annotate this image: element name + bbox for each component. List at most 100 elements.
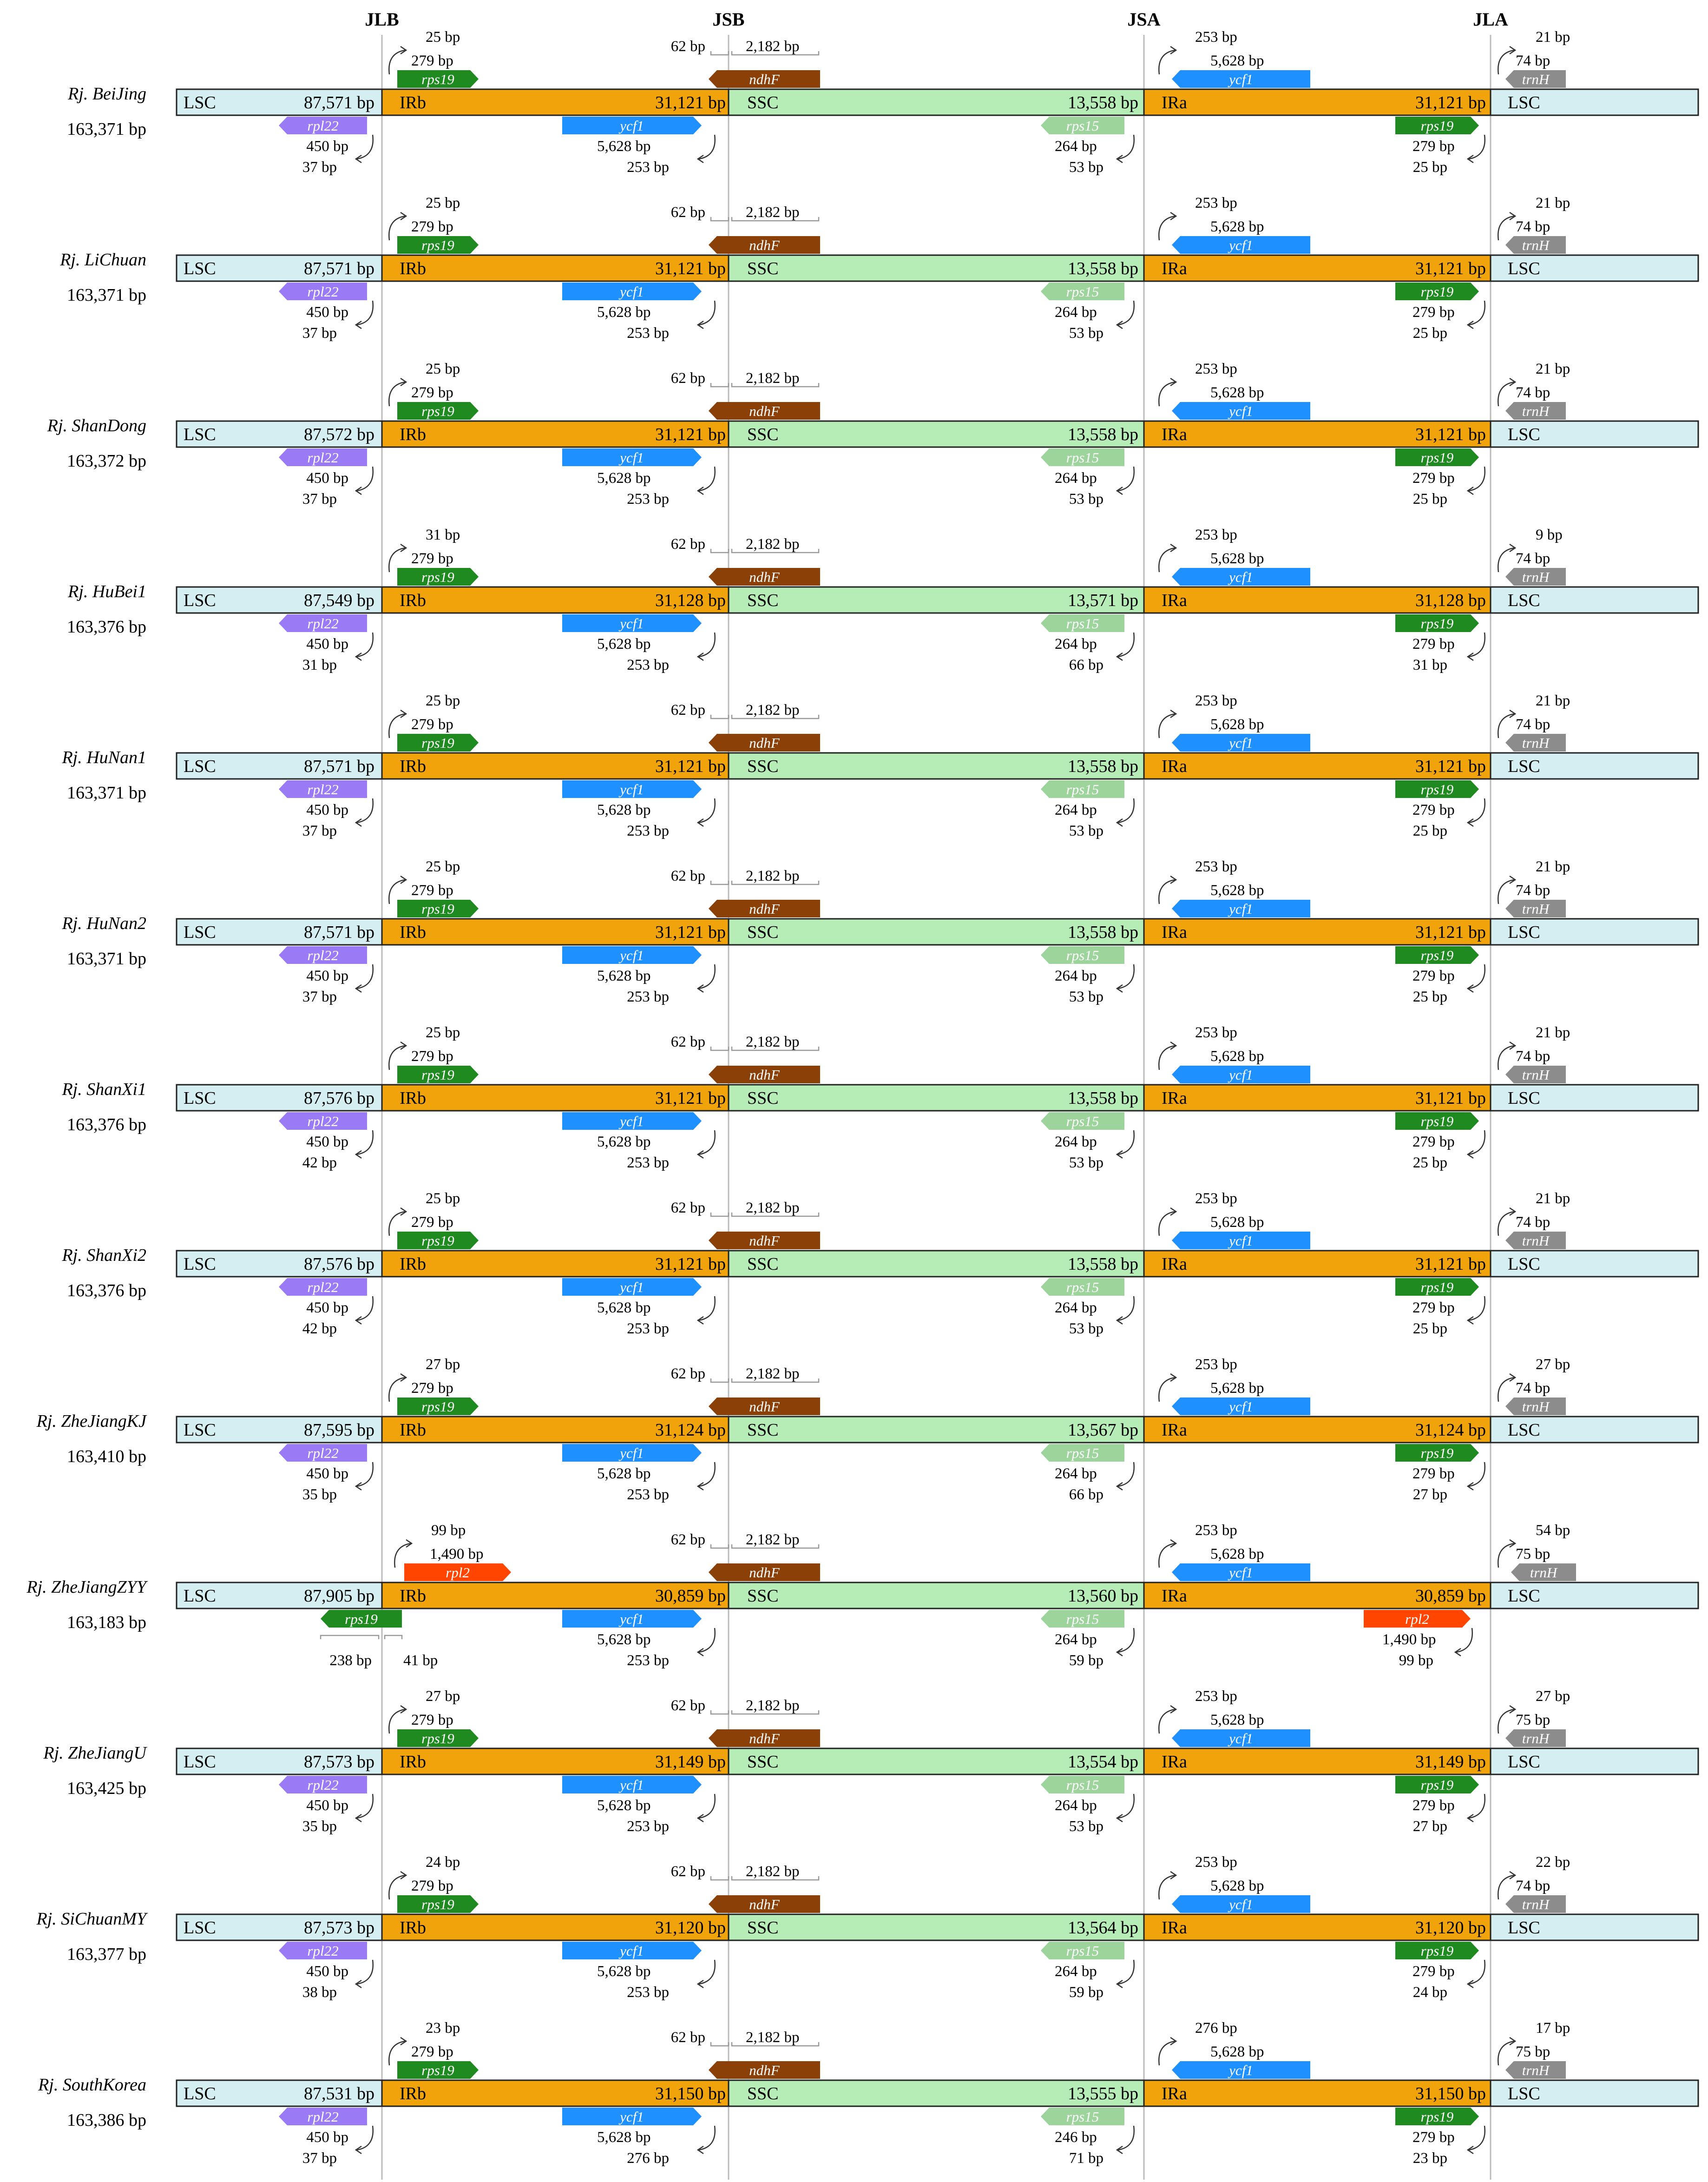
species-name: Rj. ShanXi2: [61, 1246, 146, 1265]
lsc-length: 87,571 bp: [304, 923, 374, 942]
lsc-region: [176, 1913, 383, 1941]
jla-bottom-distance: 25 bp: [1413, 1154, 1447, 1171]
ycf1-bottom-length: 5,628 bp: [597, 1631, 651, 1648]
lsc-region: [176, 88, 383, 116]
distance-arrow: [1468, 964, 1485, 989]
lsc-length: 87,549 bp: [304, 591, 374, 610]
distance-arrow: [698, 1130, 716, 1155]
ycf1-bottom-gene-arrow: [562, 117, 702, 134]
distance-arrow: [698, 466, 716, 492]
species-name: Rj. LiChuan: [59, 250, 146, 270]
ira-length: 31,149 bp: [1415, 1752, 1486, 1772]
distance-arrowhead: [1509, 543, 1517, 553]
distance-arrow: [388, 1708, 406, 1734]
distance-arrowhead: [1116, 486, 1123, 495]
ycf1-bottom-gene-label: ycf1: [618, 118, 644, 134]
ndhf-offset: 62 bp: [671, 1200, 705, 1216]
ycf1-top-gene-arrow: [1172, 402, 1310, 420]
ndhf-gene-arrow: [709, 70, 820, 88]
ndhf-offset-bracket: [710, 1876, 729, 1881]
ndhf-offset: 62 bp: [671, 1365, 705, 1382]
distance-arrowhead: [1170, 709, 1177, 719]
distance-arrowhead: [400, 543, 407, 553]
lsc-right-label: LSC: [1508, 1752, 1540, 1772]
ycf1-bottom-gene-arrow: [562, 780, 702, 798]
distance-arrowhead: [1466, 320, 1474, 330]
ndhf-offset-bracket: [710, 51, 729, 56]
rps15-length: 264 bp: [1055, 138, 1097, 155]
ira-length: 31,121 bp: [1415, 1254, 1486, 1274]
trnh-gene-label: trnH: [1530, 1564, 1558, 1581]
ndhf-length-bracket: [731, 1047, 820, 1051]
distance-arrowhead: [1116, 2145, 1123, 2155]
rps19-bottom-gene-arrow: [1395, 2108, 1479, 2125]
ira-label: IRa: [1162, 1586, 1187, 1606]
rps19-length: 279 bp: [411, 716, 453, 733]
ndhf-length: 2,182 bp: [746, 868, 800, 884]
ycf1-bottom-distance: 253 bp: [627, 823, 669, 839]
ycf1-bottom-distance: 253 bp: [627, 491, 669, 508]
ndhf-length: 2,182 bp: [746, 204, 800, 221]
ira-label: IRa: [1162, 2084, 1187, 2103]
genome-length: 163,377 bp: [67, 1945, 146, 1964]
ycf1-bottom-gene-arrow: [562, 1278, 702, 1296]
irb-region: [381, 1416, 729, 1444]
jla-top-distance: 9 bp: [1536, 527, 1563, 543]
lsc-right-label: LSC: [1508, 93, 1540, 112]
ira-label: IRa: [1162, 259, 1187, 278]
lsc-right-label: LSC: [1508, 591, 1540, 610]
ycf1-bottom-length: 5,628 bp: [597, 1797, 651, 1814]
rps15-gene-label: rps15: [1066, 781, 1099, 798]
rps19-bottom-gene-arrow: [1395, 1942, 1479, 1959]
rps19-gene-label: rps19: [421, 1233, 454, 1249]
jsa-bottom-distance: 66 bp: [1069, 1486, 1104, 1503]
rps15-gene-arrow: [1041, 117, 1124, 134]
rps19-bottom-length: 279 bp: [1412, 304, 1455, 321]
jlb-bottom-distance: 42 bp: [302, 1320, 337, 1337]
genome-length: 163,386 bp: [67, 2110, 146, 2130]
lsc-length: 87,571 bp: [304, 757, 374, 776]
distance-arrow: [698, 964, 716, 989]
ndhf-offset: 62 bp: [671, 204, 705, 221]
irb-length: 31,121 bp: [655, 93, 726, 112]
ira-length: 31,121 bp: [1415, 923, 1486, 942]
jla-top-distance: 17 bp: [1536, 2020, 1570, 2037]
rpl22-length: 450 bp: [306, 1797, 348, 1814]
ycf1-bottom-distance: 253 bp: [627, 1818, 669, 1835]
rps19-gene-label: rps19: [421, 237, 454, 253]
trnh-gene-label: trnH: [1522, 569, 1550, 585]
trnh-length: 74 bp: [1516, 882, 1550, 899]
jlb-top-distance: 25 bp: [426, 361, 460, 377]
distance-arrowhead: [1116, 652, 1123, 661]
ycf1-top-length: 5,628 bp: [1210, 882, 1264, 899]
distance-arrow: [356, 1793, 374, 1819]
distance-arrowhead: [400, 46, 407, 55]
rpl2-gene-label: rpl2: [446, 1564, 470, 1581]
distance-arrow: [1117, 1793, 1135, 1819]
irb-length: 31,121 bp: [655, 757, 726, 776]
ndhf-offset-bracket: [710, 2042, 729, 2047]
ssc-length: 13,554 bp: [1068, 1752, 1138, 1772]
irb-region: [381, 1250, 729, 1278]
rpl2-length: 1,490 bp: [430, 1546, 484, 1562]
distance-arrow: [1158, 1874, 1176, 1900]
rps19-bottom-gene-arrow: [1395, 780, 1479, 798]
ndhf-gene-label: ndhF: [749, 403, 780, 419]
jla-top-distance: 21 bp: [1536, 1024, 1570, 1041]
species-name: Rj. BeiJing: [67, 84, 146, 104]
irb-region: [381, 2079, 729, 2107]
distance-arrowhead: [1116, 1979, 1123, 1989]
rps19-length: 279 bp: [411, 1712, 453, 1728]
ycf1-bottom-gene-arrow: [562, 1444, 702, 1462]
ndhf-gene-arrow: [709, 1066, 820, 1083]
rpl22-length: 450 bp: [306, 1465, 348, 1482]
ssc-region: [728, 586, 1145, 614]
lsc-region-right: [1490, 1084, 1699, 1112]
jla-bottom-distance: 25 bp: [1413, 325, 1447, 342]
ycf1-top-gene-arrow: [1172, 568, 1310, 586]
lsc-label: LSC: [184, 1752, 216, 1772]
ndhf-offset-bracket: [710, 549, 729, 554]
ssc-label: SSC: [747, 1088, 779, 1108]
ssc-label: SSC: [747, 757, 779, 776]
jsa-bottom-distance: 53 bp: [1069, 159, 1104, 176]
